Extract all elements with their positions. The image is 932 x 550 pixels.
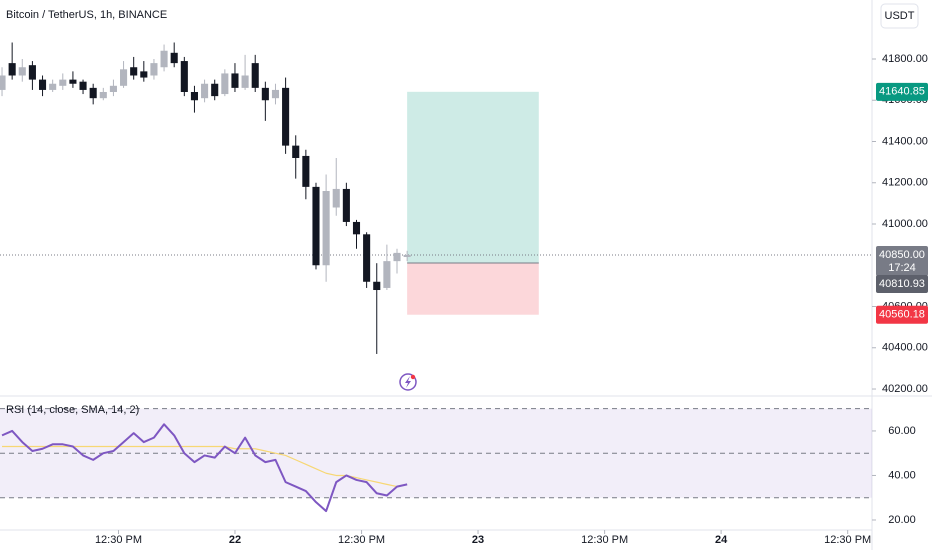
currency-label[interactable]: USDT	[885, 10, 915, 22]
candle-body	[292, 145, 300, 158]
y-tick-label: 40200.00	[882, 383, 928, 395]
chart-title: Bitcoin / TetherUS, 1h, BINANCE	[6, 9, 167, 21]
candle-body	[282, 87, 290, 146]
x-tick-label: 12:30 PM	[338, 534, 385, 546]
y-tick-label: 41200.00	[882, 177, 928, 189]
candle-body	[49, 83, 57, 90]
x-tick-label: 12:30 PM	[95, 534, 142, 546]
candle-body	[190, 91, 198, 101]
candle-body	[79, 81, 87, 90]
rsi-title: RSI (14, close, SMA, 14, 2)	[6, 404, 139, 416]
y-tick-label: 20.00	[888, 514, 916, 526]
candle-body	[0, 75, 6, 90]
candle-body	[393, 252, 401, 262]
candle-body	[363, 234, 371, 282]
countdown: 17:24	[888, 262, 916, 274]
candle-body	[403, 254, 411, 258]
currency-button[interactable]	[880, 3, 919, 29]
y-tick-label: 41400.00	[882, 135, 928, 147]
target-tag: 41640.85	[879, 86, 925, 98]
candle-body	[28, 65, 36, 80]
candle-body	[271, 89, 280, 99]
candle-body	[211, 83, 219, 97]
alert-icon[interactable]	[399, 373, 417, 391]
candle-body	[332, 188, 340, 208]
candle-body	[261, 87, 269, 101]
candle-body	[89, 87, 97, 99]
candle-body	[373, 281, 381, 291]
candle-body	[312, 186, 320, 266]
candle-body	[150, 63, 158, 76]
candle-body	[180, 61, 188, 92]
x-tick-label: 12:30 PM	[581, 534, 628, 546]
x-tick-label: 12:30 PM	[824, 534, 871, 546]
candle-body	[130, 67, 138, 76]
y-tick-label: 40.00	[888, 469, 916, 481]
candle-body	[251, 63, 259, 88]
candle-body	[59, 79, 67, 86]
candle-body	[302, 155, 310, 187]
candle-body	[342, 188, 350, 222]
last-price-tag-bg	[876, 245, 928, 276]
candle-body	[383, 261, 391, 288]
candle-body	[140, 71, 148, 78]
y-tick-label: 40400.00	[882, 342, 928, 354]
candle-body	[109, 85, 117, 92]
candle-body	[170, 52, 178, 64]
candle-body	[8, 63, 16, 76]
candle-body	[231, 73, 239, 88]
entry-tag-bg	[876, 274, 928, 293]
y-tick-label: 41000.00	[882, 218, 928, 230]
candle-body	[322, 191, 330, 266]
last-price-tag: 40850.00	[879, 249, 925, 261]
plot-layer: 41800.0041600.0041400.0041200.0041000.00…	[0, 42, 928, 546]
candle-body	[352, 221, 361, 235]
rsi-line	[1, 423, 408, 513]
stop-zone	[407, 263, 539, 315]
x-tick-label: 22	[229, 534, 241, 546]
candle-body	[241, 75, 249, 88]
x-tick-label: 23	[472, 534, 484, 546]
candle-body	[69, 79, 77, 84]
target-tag-bg	[876, 82, 928, 101]
stop-tag: 40560.18	[879, 309, 925, 321]
y-tick-label: 60.00	[888, 425, 916, 437]
x-tick-label: 24	[715, 534, 728, 546]
candle-body	[221, 73, 229, 95]
candle-body	[99, 91, 107, 99]
stop-tag-bg	[876, 305, 928, 324]
y-tick-label: 41800.00	[882, 53, 928, 65]
target-zone	[407, 91, 539, 264]
entry-tag: 40810.93	[879, 278, 925, 290]
candle-body	[18, 67, 26, 76]
candle-body	[201, 83, 209, 99]
candle-body	[160, 50, 168, 68]
candle-body	[120, 69, 128, 86]
candle-body	[38, 79, 47, 90]
